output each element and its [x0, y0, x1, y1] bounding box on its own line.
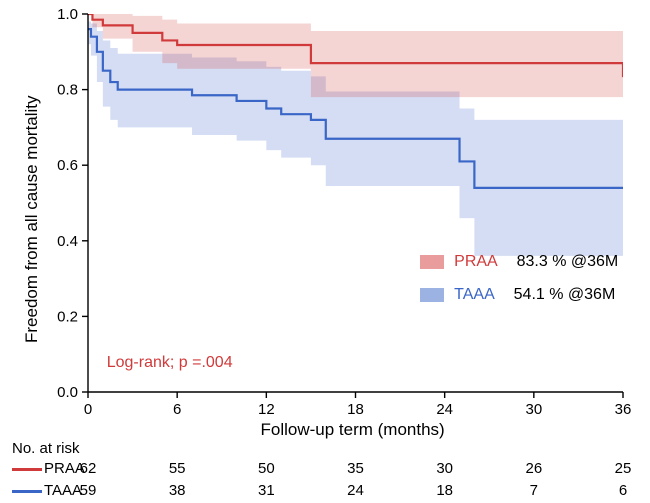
- y-tick-label: 0.8: [57, 82, 78, 99]
- x-axis-title: Follow-up term (months): [261, 420, 445, 440]
- y-tick-label: 0.4: [57, 233, 78, 250]
- legend-row-praa: PRAA 83.3 % @36M: [420, 253, 619, 271]
- risk-cell: 24: [347, 482, 364, 499]
- risk-cell: 6: [619, 482, 627, 499]
- x-tick-label: 0: [84, 401, 92, 418]
- risk-cell: 18: [436, 482, 453, 499]
- y-tick-label: 1.0: [57, 6, 78, 23]
- legend-label-praa: PRAA: [454, 253, 498, 270]
- y-axis-title: Freedom from all cause mortality: [22, 95, 42, 343]
- legend-endpoint-taaa: 54.1 % @36M: [514, 286, 616, 303]
- risk-cell: 26: [525, 460, 542, 477]
- risk-cell: 35: [347, 460, 364, 477]
- risk-cell: 50: [258, 460, 275, 477]
- risk-table-header: No. at risk: [12, 440, 80, 457]
- y-tick-label: 0.2: [57, 308, 78, 325]
- risk-cell: 31: [258, 482, 275, 499]
- x-tick-label: 36: [615, 401, 632, 418]
- x-tick-label: 12: [258, 401, 275, 418]
- risk-cell: 25: [615, 460, 632, 477]
- risk-row-line-taaa: [12, 490, 42, 493]
- risk-cell: 38: [169, 482, 186, 499]
- x-tick-label: 24: [436, 401, 453, 418]
- risk-cell: 59: [80, 482, 97, 499]
- risk-cell: 55: [169, 460, 186, 477]
- logrank-text: Log-rank; p =.004: [107, 354, 233, 372]
- risk-cell: 30: [436, 460, 453, 477]
- legend-swatch-taaa: [420, 288, 444, 302]
- x-tick-label: 30: [525, 401, 542, 418]
- risk-row-line-praa: [12, 468, 42, 471]
- legend-label-taaa: TAAA: [454, 286, 495, 303]
- legend-endpoint-praa: 83.3 % @36M: [517, 253, 619, 270]
- risk-cell: 62: [80, 460, 97, 477]
- y-tick-label: 0.6: [57, 157, 78, 174]
- x-tick-label: 6: [173, 401, 181, 418]
- risk-row-label-taaa: TAAA: [44, 482, 82, 499]
- x-tick-label: 18: [347, 401, 364, 418]
- legend-swatch-praa: [420, 255, 444, 269]
- legend-row-taaa: TAAA 54.1 % @36M: [420, 286, 616, 304]
- risk-cell: 7: [530, 482, 538, 499]
- y-tick-label: 0.0: [57, 384, 78, 401]
